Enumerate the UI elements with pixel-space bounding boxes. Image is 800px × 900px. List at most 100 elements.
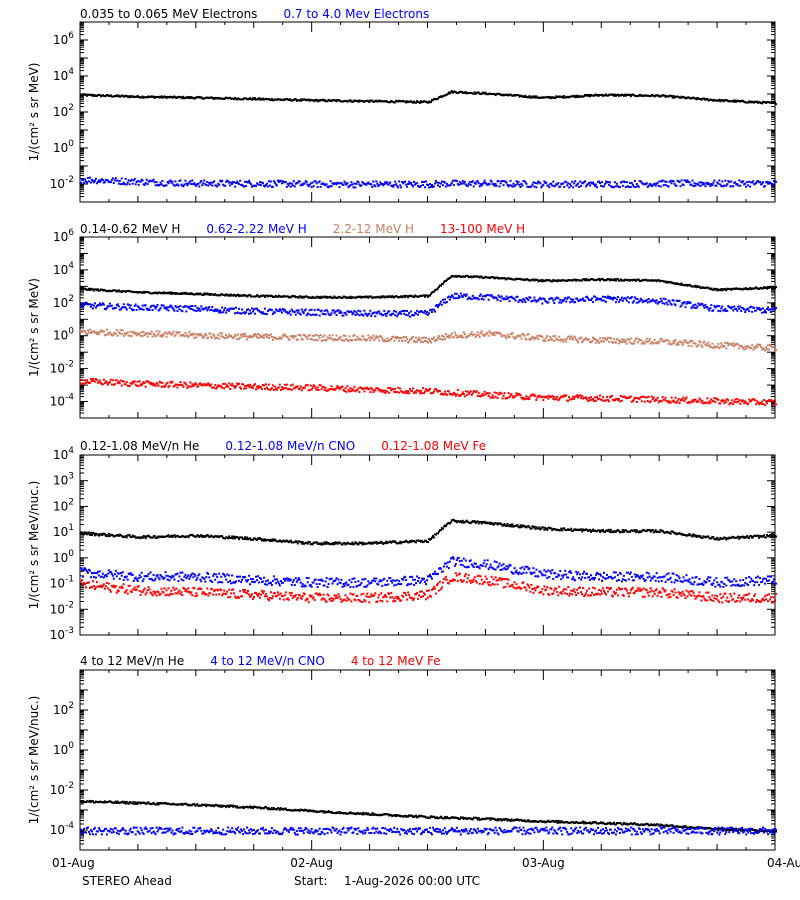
plot-frame [79, 454, 776, 636]
data-point [584, 299, 587, 302]
data-point [594, 185, 597, 188]
data-point [131, 182, 134, 185]
data-point [265, 386, 268, 389]
data-point [116, 179, 119, 182]
data-point [219, 309, 222, 312]
data-point [388, 182, 391, 185]
data-point [608, 279, 611, 282]
data-point [299, 385, 302, 388]
data-point [158, 330, 161, 333]
data-point [717, 342, 720, 345]
data-point [577, 341, 580, 344]
data-point [744, 311, 747, 314]
data-point [276, 179, 279, 182]
data-point [131, 380, 134, 383]
data-point [618, 400, 621, 403]
data-point [571, 337, 574, 340]
data-point [742, 180, 745, 183]
data-point [80, 305, 82, 308]
data-point [88, 303, 91, 306]
data-point [171, 380, 174, 383]
data-point [319, 185, 322, 188]
data-point [506, 396, 509, 399]
data-point [230, 335, 233, 338]
data-point [561, 338, 564, 341]
data-point [747, 101, 750, 104]
data-point [314, 338, 317, 341]
data-point [712, 400, 715, 403]
data-point [741, 181, 744, 184]
data-point [257, 183, 260, 186]
data-point [679, 185, 682, 188]
data-point [320, 339, 323, 342]
data-point [235, 306, 238, 309]
data-point [116, 303, 119, 306]
data-point [754, 347, 757, 350]
data-point [674, 304, 677, 307]
data-point [692, 304, 695, 307]
data-point [724, 179, 727, 182]
data-point [186, 184, 189, 187]
data-point [620, 180, 623, 183]
data-point [166, 306, 169, 309]
data-point [378, 339, 381, 342]
data-point [189, 97, 192, 100]
data-point [162, 291, 165, 294]
data-point [717, 309, 720, 312]
data-point [311, 334, 314, 337]
data-point [577, 396, 580, 399]
data-point [400, 337, 403, 340]
data-point [366, 314, 369, 317]
data-point [546, 334, 549, 337]
data-point [744, 345, 747, 348]
data-point [350, 181, 353, 184]
data-point [250, 312, 253, 315]
data-point [480, 92, 483, 95]
data-point [732, 309, 735, 312]
data-point [462, 182, 465, 185]
data-point [607, 340, 610, 343]
data-point [349, 184, 352, 187]
data-point [391, 184, 394, 187]
data-point [329, 295, 332, 298]
data-point [764, 309, 767, 312]
y-tick-label: 103 [53, 472, 74, 488]
data-point [379, 181, 382, 184]
data-point [466, 274, 469, 277]
data-point [514, 184, 517, 187]
data-point [426, 311, 429, 314]
data-point [652, 342, 655, 345]
data-point [428, 387, 431, 390]
data-point [527, 299, 530, 302]
data-point [435, 288, 438, 291]
data-point [257, 309, 260, 312]
data-point [429, 292, 432, 295]
data-point [410, 181, 413, 184]
data-point [386, 390, 389, 393]
data-point [443, 338, 446, 341]
data-point [616, 93, 619, 96]
data-point [738, 347, 741, 350]
data-point [175, 383, 178, 386]
data-point [684, 339, 687, 342]
data-point [272, 389, 275, 392]
data-point [150, 330, 153, 333]
data-point [581, 395, 584, 398]
data-point [579, 394, 582, 397]
data-point [294, 313, 297, 316]
data-point [184, 304, 187, 307]
data-point [646, 185, 649, 188]
data-point [710, 287, 713, 290]
data-point [719, 100, 722, 103]
data-point [614, 341, 617, 344]
data-point [308, 183, 311, 186]
data-point [267, 336, 270, 339]
data-point [625, 342, 628, 345]
data-point [733, 100, 736, 103]
data-point [537, 299, 540, 302]
data-point [464, 390, 467, 393]
data-point [330, 312, 333, 315]
data-point [172, 330, 175, 333]
data-point [102, 330, 105, 333]
data-point [635, 401, 638, 404]
